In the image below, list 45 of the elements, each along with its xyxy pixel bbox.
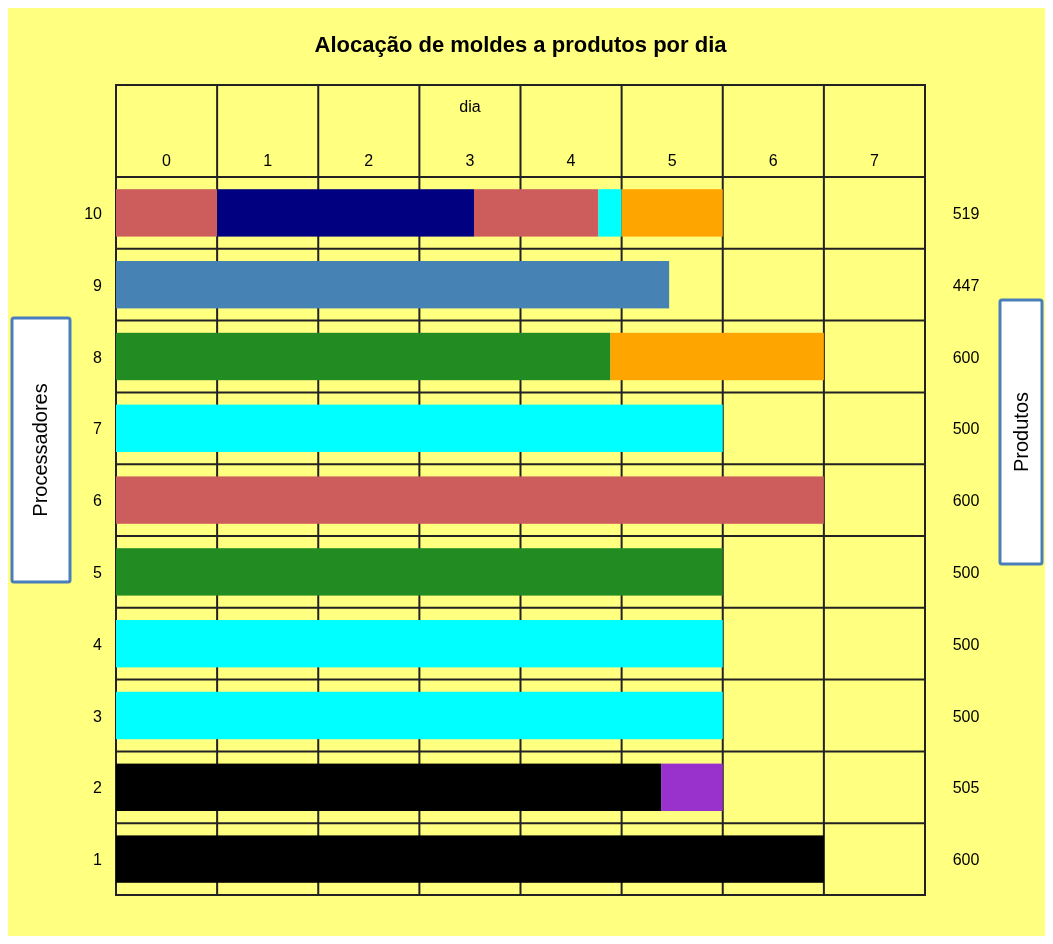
- y-tick-label: 10: [84, 204, 103, 222]
- bar: [116, 548, 723, 596]
- y-tick-label: 6: [93, 492, 103, 510]
- y-tick-label: 9: [93, 276, 103, 294]
- y-tick-label: 1: [93, 851, 103, 869]
- bar: [116, 404, 723, 452]
- bar: [621, 189, 723, 237]
- y-tick-label: 4: [93, 635, 103, 653]
- chart-title: Alocação de moldes a produtos por dia: [314, 32, 728, 57]
- bar: [116, 691, 723, 740]
- y2-tick-label: 500: [952, 707, 980, 725]
- y-tick-label: 2: [93, 779, 103, 797]
- x-tick-label: 5: [667, 152, 677, 169]
- y-tick-label: 3: [93, 707, 103, 725]
- x-tick-label: 2: [364, 152, 374, 169]
- y-tick-label: 5: [93, 563, 103, 581]
- bar: [217, 189, 474, 237]
- x-tick-label: 3: [465, 152, 475, 169]
- y2-tick-label: 500: [952, 420, 980, 438]
- bar: [116, 620, 723, 668]
- y-axis-title: Processadores: [29, 383, 51, 517]
- y2-tick-label: 447: [952, 276, 980, 294]
- bar: [116, 261, 670, 309]
- y2-tick-label: 519: [952, 204, 980, 222]
- bar: [661, 763, 723, 811]
- y2-tick-label: 600: [952, 492, 980, 510]
- x-axis-title: dia: [459, 98, 481, 115]
- y2-tick-label: 600: [952, 348, 980, 366]
- y2-tick-label: 500: [952, 635, 980, 653]
- bar: [116, 332, 611, 381]
- y2-tick-label: 600: [952, 851, 980, 869]
- x-tick-label: 1: [263, 152, 273, 169]
- y-tick-label: 7: [93, 420, 103, 438]
- y2-tick-label: 505: [952, 779, 980, 797]
- bar: [473, 189, 599, 237]
- bar: [116, 835, 824, 883]
- x-tick-label: 4: [566, 152, 576, 169]
- bar: [116, 763, 662, 811]
- x-tick-label: 0: [162, 152, 172, 169]
- y2-axis-title: Produtos: [1010, 391, 1032, 473]
- y2-tick-label: 500: [952, 563, 980, 581]
- x-tick-label: 6: [768, 152, 778, 169]
- y-tick-label: 8: [93, 348, 103, 366]
- bar: [598, 189, 622, 237]
- x-tick-label: 7: [869, 152, 879, 169]
